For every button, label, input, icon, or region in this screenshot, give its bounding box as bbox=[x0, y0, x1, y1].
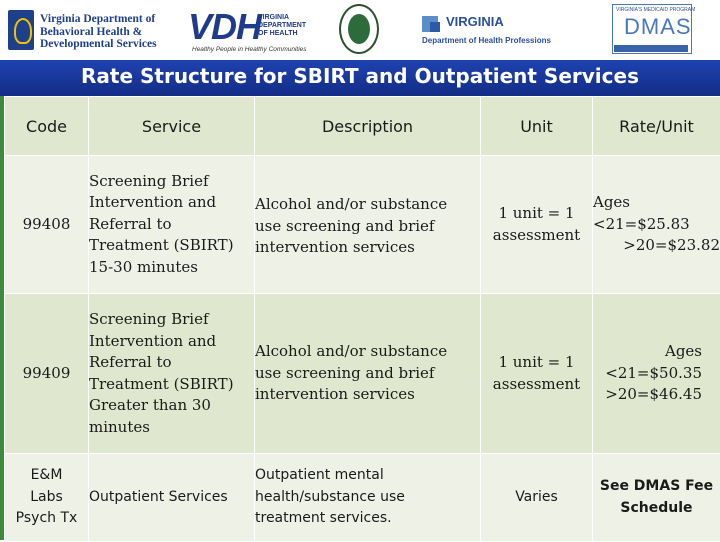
unit-cell: Varies bbox=[481, 454, 593, 542]
service-cell: Screening Brief Intervention and Referra… bbox=[89, 156, 255, 294]
vdh-name: VIRGINIA DEPARTMENT OF HEALTH bbox=[258, 14, 306, 38]
rate-cell: See DMAS Fee Schedule bbox=[593, 454, 720, 542]
dhp-subtitle: Department of Health Professions bbox=[422, 36, 551, 45]
rate-line: Ages bbox=[593, 341, 702, 363]
table-header-row: Code Service Description Unit Rate/Unit bbox=[5, 97, 720, 156]
dmas-mark: DMAS bbox=[624, 14, 692, 40]
rate-line: >20=$23.82 bbox=[593, 235, 720, 257]
table-row: 99409 Screening Brief Intervention and R… bbox=[5, 294, 720, 454]
vdh-name-line: VIRGINIA bbox=[258, 14, 306, 22]
description-line: health/substance use bbox=[255, 487, 480, 509]
service-line: Intervention and bbox=[89, 331, 254, 353]
rate-line: Ages bbox=[593, 192, 720, 214]
vdh-logo: VDH VIRGINIA DEPARTMENT OF HEALTH Health… bbox=[188, 6, 338, 54]
code-cell: 99409 bbox=[5, 294, 89, 454]
service-line: Treatment (SBIRT) bbox=[89, 374, 254, 396]
header-service: Service bbox=[89, 97, 255, 156]
code-line: Labs bbox=[5, 487, 88, 509]
dbhds-logo: Virginia Department of Behavioral Health… bbox=[8, 6, 168, 54]
rate-line: <21=$25.83 bbox=[593, 214, 720, 236]
header-description: Description bbox=[255, 97, 481, 156]
vdh-name-line: DEPARTMENT bbox=[258, 22, 306, 30]
table-row: E&M Labs Psych Tx Outpatient Services Ou… bbox=[5, 454, 720, 542]
service-cell: Outpatient Services bbox=[89, 454, 255, 542]
description-line: intervention services bbox=[255, 237, 480, 259]
dmas-logo: VIRGINIA'S MEDICAID PROGRAM DMAS bbox=[612, 4, 692, 54]
header-rate: Rate/Unit bbox=[593, 97, 720, 156]
service-line: 15-30 minutes bbox=[89, 257, 254, 279]
dbhds-emblem-icon bbox=[8, 10, 34, 50]
virginia-seal-icon bbox=[339, 4, 381, 56]
unit-line: 1 unit = 1 bbox=[481, 203, 592, 225]
unit-cell: 1 unit = 1 assessment bbox=[481, 156, 593, 294]
dbhds-line: Developmental Services bbox=[40, 38, 176, 51]
service-line: Treatment (SBIRT) bbox=[89, 235, 254, 257]
service-line: Intervention and bbox=[89, 192, 254, 214]
service-line: minutes bbox=[89, 417, 254, 439]
description-line: Outpatient mental bbox=[255, 465, 480, 487]
service-line: Greater than 30 bbox=[89, 395, 254, 417]
dhp-emblem-accent bbox=[430, 22, 440, 32]
rate-line: >20=$46.45 bbox=[593, 384, 702, 406]
service-line: Screening Brief bbox=[89, 171, 254, 193]
unit-line: 1 unit = 1 bbox=[481, 352, 592, 374]
dbhds-line: Behavioral Health & bbox=[40, 26, 176, 39]
header-code: Code bbox=[5, 97, 89, 156]
service-line: Screening Brief bbox=[89, 309, 254, 331]
rate-table: Code Service Description Unit Rate/Unit … bbox=[4, 96, 720, 542]
service-cell: Screening Brief Intervention and Referra… bbox=[89, 294, 255, 454]
description-line: use screening and brief bbox=[255, 363, 480, 385]
code-line: 99409 bbox=[5, 363, 88, 385]
dbhds-line: Virginia Department of bbox=[40, 13, 176, 26]
unit-line: assessment bbox=[481, 374, 592, 396]
description-line: Alcohol and/or substance bbox=[255, 194, 480, 216]
service-line: Referral to bbox=[89, 214, 254, 236]
dhp-name: VIRGINIA bbox=[446, 14, 504, 29]
dmas-top-text: VIRGINIA'S MEDICAID PROGRAM bbox=[616, 7, 695, 13]
rate-line: <21=$50.35 bbox=[593, 363, 702, 385]
title-band: Rate Structure for SBIRT and Outpatient … bbox=[0, 60, 720, 96]
code-line: Psych Tx bbox=[5, 508, 88, 530]
service-line: Outpatient Services bbox=[89, 487, 254, 509]
vdh-mark: VDH bbox=[188, 8, 261, 46]
rate-cell: Ages <21=$50.35 >20=$46.45 bbox=[593, 294, 720, 454]
rate-cell: Ages <21=$25.83 >20=$23.82 bbox=[593, 156, 720, 294]
rate-line: Schedule bbox=[593, 498, 720, 520]
seal-center bbox=[348, 14, 370, 44]
description-cell: Alcohol and/or substance use screening a… bbox=[255, 156, 481, 294]
rate-line: See DMAS Fee bbox=[593, 476, 720, 498]
vdh-tagline: Healthy People in Healthy Communities bbox=[192, 46, 307, 53]
dmas-bar bbox=[614, 45, 688, 52]
description-line: treatment services. bbox=[255, 508, 480, 530]
unit-line: Varies bbox=[481, 487, 592, 509]
description-line: Alcohol and/or substance bbox=[255, 341, 480, 363]
description-line: use screening and brief bbox=[255, 216, 480, 238]
description-cell: Outpatient mental health/substance use t… bbox=[255, 454, 481, 542]
vdh-name-line: OF HEALTH bbox=[258, 30, 306, 38]
code-line: 99408 bbox=[5, 214, 88, 236]
header-unit: Unit bbox=[481, 97, 593, 156]
service-line: Referral to bbox=[89, 352, 254, 374]
description-cell: Alcohol and/or substance use screening a… bbox=[255, 294, 481, 454]
unit-cell: 1 unit = 1 assessment bbox=[481, 294, 593, 454]
description-line: intervention services bbox=[255, 384, 480, 406]
table-row: 99408 Screening Brief Intervention and R… bbox=[5, 156, 720, 294]
code-cell: E&M Labs Psych Tx bbox=[5, 454, 89, 542]
dhp-logo: VIRGINIA Department of Health Profession… bbox=[420, 6, 590, 54]
code-line: E&M bbox=[5, 465, 88, 487]
dbhds-logo-text: Virginia Department of Behavioral Health… bbox=[40, 13, 176, 51]
code-cell: 99408 bbox=[5, 156, 89, 294]
unit-line: assessment bbox=[481, 225, 592, 247]
page-title: Rate Structure for SBIRT and Outpatient … bbox=[0, 64, 720, 88]
logo-strip: Virginia Department of Behavioral Health… bbox=[0, 0, 720, 60]
